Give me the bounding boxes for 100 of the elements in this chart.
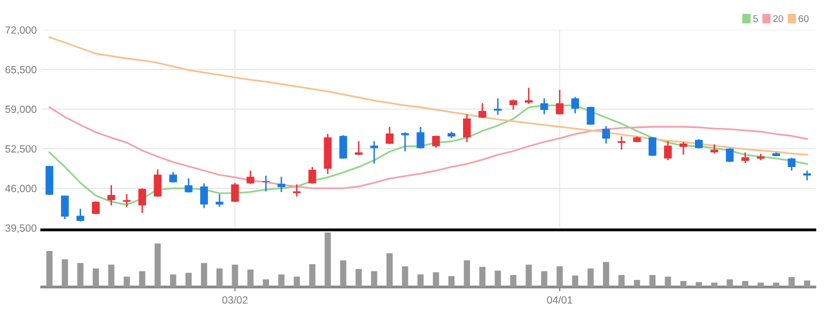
bar xyxy=(541,271,548,287)
bar xyxy=(804,280,810,287)
candlestick xyxy=(231,182,239,203)
bar xyxy=(139,271,146,287)
bar xyxy=(417,274,424,287)
candlestick xyxy=(154,168,162,198)
y-tick-label: 65,500 xyxy=(6,66,36,75)
bar xyxy=(278,274,284,287)
candlestick xyxy=(694,138,703,150)
bar xyxy=(108,264,114,287)
bar xyxy=(448,276,455,287)
candlestick xyxy=(602,125,610,144)
bar xyxy=(247,270,254,287)
candlestick xyxy=(648,136,656,157)
bar xyxy=(402,266,408,287)
bar xyxy=(92,268,99,287)
candlestick xyxy=(803,170,811,182)
candlestick xyxy=(726,147,734,163)
bar xyxy=(262,279,269,287)
x-tick-label: 03/02 xyxy=(222,296,248,304)
candlestick xyxy=(278,176,286,193)
legend-label: 60 xyxy=(798,15,809,22)
candlestick xyxy=(432,134,440,148)
candlestick xyxy=(169,171,177,184)
bar xyxy=(634,280,640,287)
bar xyxy=(77,263,84,287)
bar xyxy=(680,280,686,287)
y-tick-label: 46,000 xyxy=(5,184,36,194)
y-tick-label: 72,000 xyxy=(6,26,36,35)
y-tick-label: 59,000 xyxy=(5,106,36,114)
candlestick xyxy=(571,96,580,114)
candlestick xyxy=(401,132,409,152)
candlestick xyxy=(184,178,192,194)
candlestick xyxy=(370,140,378,164)
y-tick-label: 39,500 xyxy=(5,224,36,234)
line-series xyxy=(48,106,808,190)
bar xyxy=(340,260,346,287)
candlestick xyxy=(586,106,594,126)
y-tick-label: 52,500 xyxy=(5,145,36,154)
bar xyxy=(618,275,625,287)
x-tick-label: 04/01 xyxy=(547,296,572,304)
bar xyxy=(216,268,223,287)
candlestick xyxy=(246,170,254,184)
bar xyxy=(510,275,516,287)
candlestick xyxy=(618,136,626,150)
candlestick xyxy=(122,193,131,208)
candlestick xyxy=(478,102,486,119)
bar xyxy=(432,272,440,287)
bar xyxy=(464,260,470,287)
legend-label: 20 xyxy=(773,15,784,22)
bar xyxy=(742,280,748,287)
bar xyxy=(186,272,192,287)
candlestick xyxy=(61,194,69,220)
candlestick xyxy=(509,98,518,110)
bar xyxy=(309,264,316,287)
candlestick xyxy=(556,89,564,116)
bar xyxy=(170,274,176,287)
candlestick xyxy=(463,114,471,143)
candlestick xyxy=(741,152,750,164)
bar xyxy=(386,253,393,287)
candlestick xyxy=(664,140,672,161)
bar xyxy=(572,276,578,287)
bar xyxy=(494,270,501,287)
candlestick xyxy=(107,184,116,206)
bar xyxy=(726,279,733,287)
candlestick xyxy=(680,141,688,156)
candlestick xyxy=(524,87,533,105)
bar xyxy=(356,269,362,287)
bar xyxy=(556,266,563,287)
bar xyxy=(154,243,161,287)
bar xyxy=(46,251,53,287)
bar xyxy=(526,264,532,287)
bar xyxy=(479,266,486,287)
candlestick xyxy=(416,126,424,150)
candlestick xyxy=(308,166,316,184)
bar xyxy=(200,263,208,287)
bar xyxy=(294,276,300,287)
bar xyxy=(371,271,378,287)
candlestick xyxy=(339,134,348,160)
bar xyxy=(62,259,68,287)
bar xyxy=(232,264,238,287)
bar xyxy=(124,276,130,287)
candlestick xyxy=(354,140,363,156)
candlestick xyxy=(200,182,208,209)
candlestick xyxy=(76,208,84,222)
candlestick xyxy=(386,126,394,145)
candlestick xyxy=(540,98,548,115)
bar xyxy=(588,268,594,287)
line-series xyxy=(48,36,808,156)
bar xyxy=(758,282,764,287)
candlestick xyxy=(788,157,796,172)
bar xyxy=(711,282,718,287)
legend-label: 5 xyxy=(753,15,758,22)
bar xyxy=(788,277,795,287)
bar xyxy=(324,232,331,287)
bar xyxy=(649,275,656,287)
candlestick xyxy=(216,193,224,208)
candlestick xyxy=(262,175,270,192)
bar xyxy=(696,282,702,287)
candlestick xyxy=(138,188,146,214)
